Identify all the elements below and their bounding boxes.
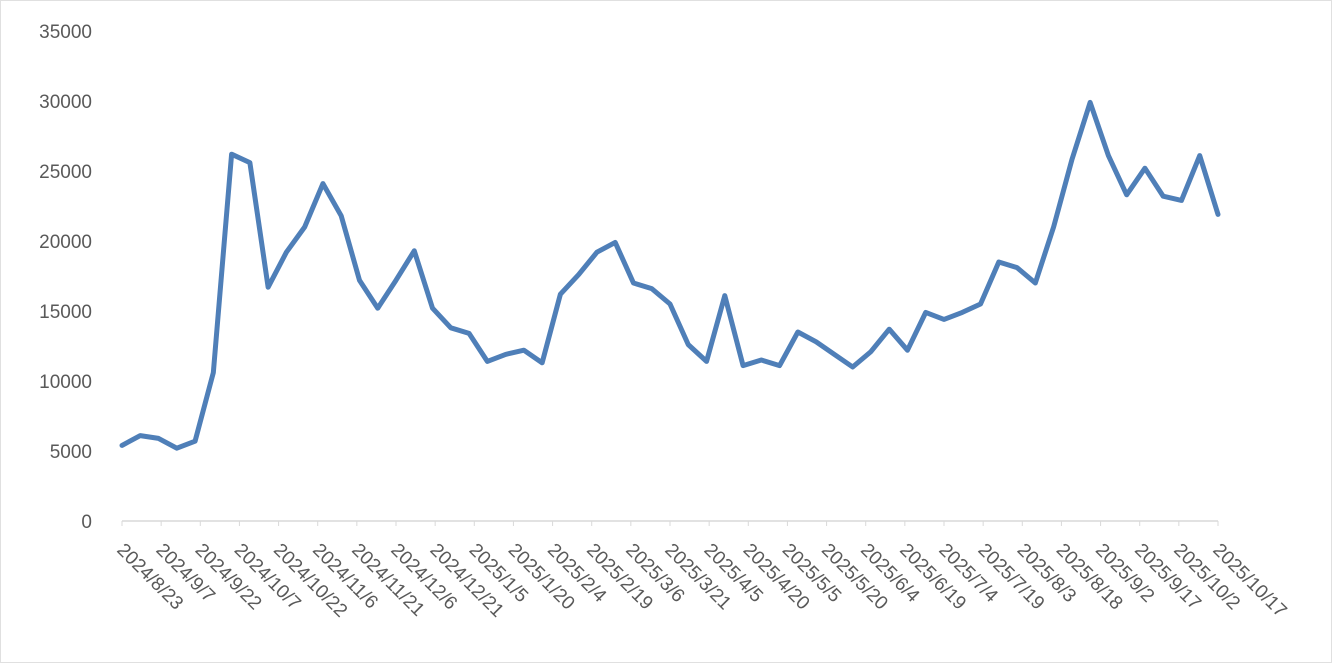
y-tick-label: 20000 xyxy=(39,232,92,253)
y-tick-label: 10000 xyxy=(39,372,92,393)
y-tick-label: 15000 xyxy=(39,302,92,323)
line-series xyxy=(119,99,1221,451)
y-tick-label: 30000 xyxy=(39,92,92,113)
y-tick-label: 0 xyxy=(81,512,92,533)
y-tick-label: 25000 xyxy=(39,162,92,183)
y-tick-label: 5000 xyxy=(50,442,92,463)
y-tick-label: 35000 xyxy=(39,22,92,43)
